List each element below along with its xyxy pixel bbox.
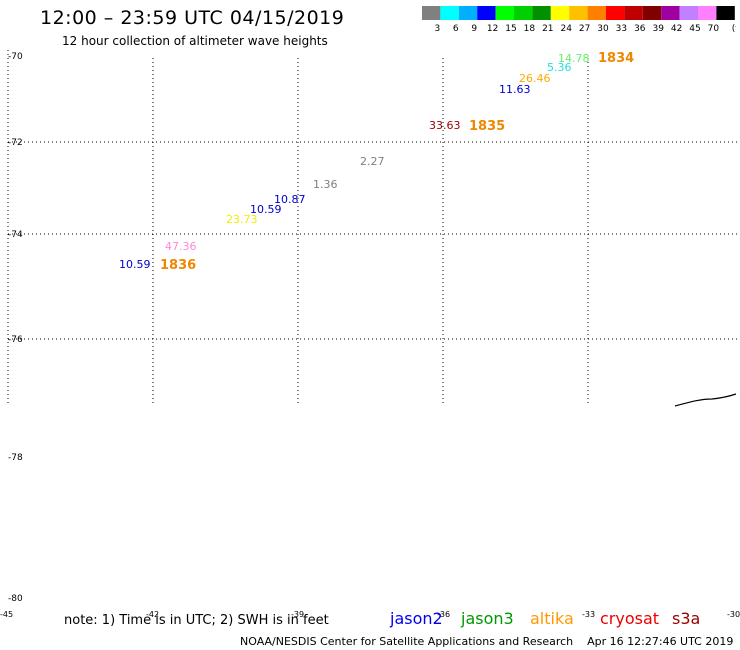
lon-label: -42	[146, 610, 159, 619]
wave-height-label: 26.46	[519, 72, 551, 85]
colorbar-label: 12	[487, 24, 498, 34]
legend-s3a: s3a	[672, 609, 701, 628]
wave-height-label: 10.87	[274, 193, 306, 206]
legend-cryosat: cryosat	[600, 609, 660, 628]
footer-credit: NOAA/NESDIS Center for Satellite Applica…	[240, 635, 733, 648]
map-title: 12:00 – 23:59 UTC 04/15/2019	[40, 7, 345, 29]
colorbar-swatch	[569, 6, 588, 20]
colorbar-swatch	[514, 6, 533, 20]
lon-label: -39	[291, 610, 304, 619]
colorbar-label: 9	[471, 24, 477, 34]
colorbar-swatch	[606, 6, 625, 20]
colorbar-swatch	[440, 6, 459, 20]
wave-height-label: 2.27	[360, 155, 385, 168]
colorbar-label: 42	[671, 24, 682, 34]
lon-label: -30	[727, 610, 740, 619]
colorbar-label: 18	[524, 24, 536, 34]
colorbar-label: 36	[634, 24, 646, 34]
wave-height-label: 1.36	[313, 178, 338, 191]
colorbar-label: 3	[435, 24, 441, 34]
colorbar-swatch	[716, 6, 735, 20]
colorbar-swatch	[642, 6, 662, 20]
pass-number-label: 1834	[598, 51, 634, 66]
lat-label: -70	[8, 52, 23, 62]
colorbar-swatch	[422, 6, 441, 20]
wave-height-label: 11.63	[499, 83, 531, 96]
colorbar-swatch	[624, 6, 643, 20]
colorbar-swatch	[477, 6, 496, 20]
lat-label: -78	[8, 453, 23, 463]
colorbar-label: 70	[708, 24, 720, 34]
credit-text: NOAA/NESDIS Center for Satellite Applica…	[240, 635, 574, 648]
colorbar-label: 21	[542, 24, 553, 34]
colorbar-swatch	[679, 6, 698, 20]
lat-label: -80	[8, 594, 23, 604]
legend-jason2: jason2	[390, 609, 443, 628]
wave-height-label: 14.78	[558, 52, 590, 65]
lat-label: -74	[8, 230, 23, 240]
lon-label: -36	[437, 610, 450, 619]
colorbar-label: 24	[560, 24, 572, 34]
colorbar-label: (ft)	[732, 24, 736, 34]
colorbar-swatch	[550, 6, 570, 20]
colorbar-label: 27	[579, 24, 590, 34]
wave-height-label: 10.59	[250, 203, 282, 216]
wave-height-label: 47.36	[165, 240, 197, 253]
lon-label: -33	[582, 610, 595, 619]
colorbar-label: 33	[616, 24, 627, 34]
generated-timestamp: Apr 16 12:27:46 UTC 2019	[587, 635, 734, 648]
legend-altika: altika	[530, 609, 574, 628]
wave-height-label: 33.63	[429, 119, 461, 132]
pass-number-label: 1835	[469, 119, 505, 134]
colorbar-swatch	[495, 6, 514, 20]
colorbar-label: 6	[453, 24, 459, 34]
colorbar-swatch	[458, 6, 478, 20]
colorbar-label: 45	[689, 24, 700, 34]
lat-label: -76	[8, 335, 23, 345]
wave-height-label: 10.59	[119, 258, 151, 271]
map-subtitle: 12 hour collection of altimeter wave hei…	[62, 34, 328, 48]
legend-jason3: jason3	[461, 609, 514, 628]
colorbar-swatch	[698, 6, 717, 20]
wave-height-label: 5.36	[547, 61, 572, 74]
wave-height-label: 23.73	[226, 213, 258, 226]
coastline	[674, 393, 737, 407]
lon-label: -45	[0, 610, 13, 619]
colorbar-label: 39	[652, 24, 664, 34]
colorbar-swatch	[661, 6, 680, 20]
colorbar-swatch	[587, 6, 606, 20]
colorbar-label: 30	[597, 24, 609, 34]
colorbar-label: 15	[505, 24, 516, 34]
lat-label: -72	[8, 138, 23, 148]
pass-number-label: 1836	[160, 258, 196, 273]
colorbar-swatch	[532, 6, 551, 20]
units-note: note: 1) Time is in UTC; 2) SWH is in fe…	[64, 613, 329, 628]
